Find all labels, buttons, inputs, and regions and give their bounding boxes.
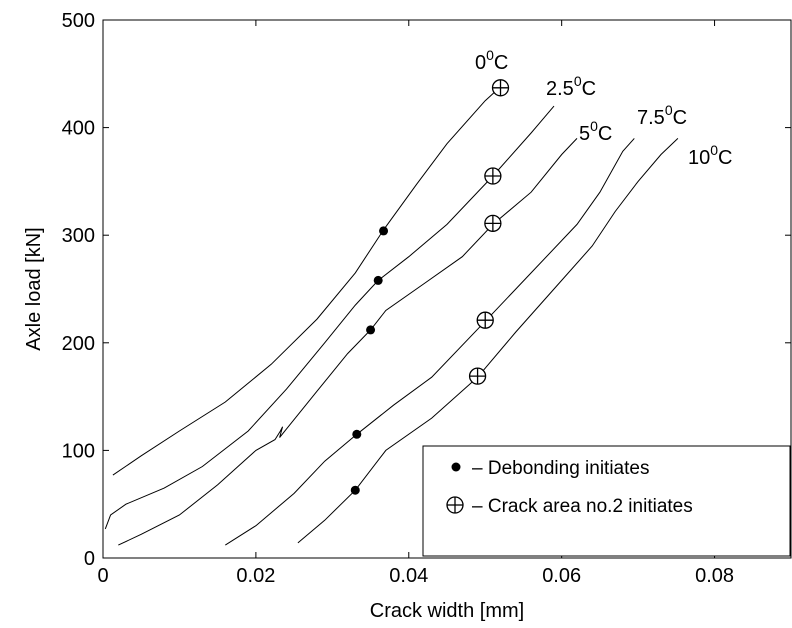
debonding-marker (350, 485, 360, 495)
plot-frame (102, 19, 792, 559)
x-axis-label: Crack width [mm] (370, 600, 524, 622)
debonding-marker (366, 325, 376, 335)
debonding-marker (352, 429, 362, 439)
series-label-2: 50C (579, 118, 612, 145)
legend-circled-plus-marker (446, 496, 464, 514)
x-tick-label: 0.06 (542, 565, 581, 587)
legend-dot-marker (451, 462, 461, 472)
series-label-4: 100C (688, 142, 733, 169)
y-axis-label: Axle load [kN] (23, 227, 45, 350)
series-markers (350, 79, 510, 495)
x-tick-label: 0 (97, 565, 108, 587)
crack-area-marker (476, 311, 494, 329)
y-tick-label: 100 (62, 440, 95, 462)
y-tick-label: 500 (62, 10, 95, 32)
legend-box (422, 445, 791, 557)
series-label-3: 7.50C (637, 102, 687, 129)
plot-area: 0 0.02 0.04 0.06 0.08 0 100 200 300 400 500 00C 2.5… (62, 10, 792, 587)
crack-area-marker (468, 367, 487, 385)
x-tick-label: 0.08 (695, 565, 734, 587)
series-label-1: 2.50C (546, 73, 596, 100)
legend-entry-crack-area: – Crack area no.2 initiates (472, 496, 693, 517)
y-tick-label: 200 (62, 333, 95, 355)
legend-entry-debonding: – Debonding initiates (472, 458, 649, 479)
legend: – Debonding initiates – Crack area no.2 … (422, 445, 791, 557)
series-line-1 (104, 105, 555, 530)
crack-area-marker (484, 214, 502, 233)
series-line-0 (112, 86, 501, 476)
y-tick-label: 400 (62, 118, 95, 140)
crack-area-marker (484, 167, 502, 185)
debonding-marker (379, 226, 389, 236)
series-label-0: 00C (475, 47, 508, 74)
crack-area-marker (491, 79, 510, 97)
x-tick-label: 0.04 (389, 565, 428, 587)
debonding-marker (373, 275, 383, 285)
x-tick-label: 0.02 (236, 565, 275, 587)
y-tick-label: 300 (62, 225, 95, 247)
axis-ticks: 0 0.02 0.04 0.06 0.08 0 100 200 300 400 500 (62, 10, 791, 587)
y-tick-label: 0 (84, 548, 95, 570)
series-line-3 (225, 138, 635, 546)
